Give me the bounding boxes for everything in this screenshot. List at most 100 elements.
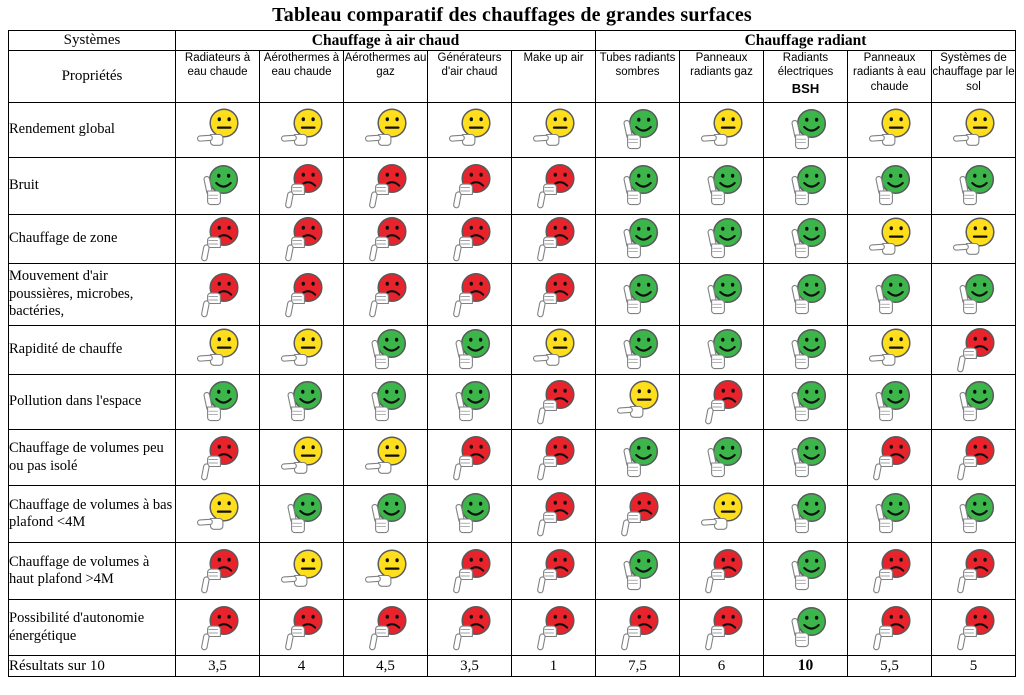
smiley-happy-thumb-up-icon [454, 380, 490, 422]
rating-cell [679, 599, 764, 656]
smiley-sad-thumb-down-icon [200, 216, 239, 262]
rating-cell [427, 214, 512, 264]
smiley-sad-thumb-down-icon [956, 548, 995, 594]
rating-cell [511, 157, 596, 215]
column-label: Panneaux radiants gaz [690, 52, 753, 79]
smiley-happy-thumb-up-icon [958, 273, 994, 314]
rating-cell [595, 542, 680, 600]
rating-cell [931, 157, 1016, 215]
rating-cell [763, 214, 848, 264]
rating-cell [931, 214, 1016, 264]
rating-cell [175, 542, 260, 600]
rating-cell [343, 214, 428, 264]
rating-cell [679, 263, 764, 326]
rating-cell [175, 325, 260, 375]
smiley-sad-thumb-down-icon [536, 435, 575, 480]
smiley-happy-thumb-up-icon [706, 164, 742, 206]
smiley-neutral-thumb-side-icon [280, 328, 323, 366]
smiley-sad-thumb-down-icon [452, 163, 491, 209]
column-header-6: Panneaux radiants gaz [679, 50, 764, 103]
result-value: 5,5 [847, 655, 932, 677]
smiley-neutral-thumb-side-icon [616, 380, 659, 418]
row-label: Pollution dans l'espace [8, 374, 176, 430]
rating-cell [595, 325, 680, 375]
rating-cell [427, 102, 512, 158]
column-header-5: Tubes radiants sombres [595, 50, 680, 103]
rating-cell [343, 542, 428, 600]
rating-cell [343, 374, 428, 430]
smiley-happy-thumb-up-icon [202, 380, 238, 422]
smiley-neutral-thumb-side-icon [364, 108, 407, 146]
row-label: Possibilité d'autonomie énergétique [8, 599, 176, 656]
rating-cell [595, 599, 680, 656]
table-row: Bruit [8, 157, 1016, 215]
smiley-neutral-thumb-side-icon [952, 108, 995, 146]
rating-cell [931, 263, 1016, 326]
rating-cell [763, 325, 848, 375]
smiley-neutral-thumb-side-icon [196, 492, 239, 530]
table-row: Pollution dans l'espace [8, 374, 1016, 430]
smiley-sad-thumb-down-icon [872, 548, 911, 594]
smiley-sad-thumb-down-icon [536, 491, 575, 537]
smiley-sad-thumb-down-icon [368, 272, 407, 317]
rating-cell [847, 214, 932, 264]
smiley-happy-thumb-up-icon [622, 164, 658, 206]
results-label: Résultats sur 10 [8, 655, 176, 677]
column-header-4: Make up air [511, 50, 596, 103]
rating-cell [679, 485, 764, 543]
table-row: Chauffage de volumes à bas plafond <4M [8, 485, 1016, 543]
smiley-happy-thumb-up-icon [622, 108, 658, 150]
smiley-neutral-thumb-side-icon [868, 217, 911, 255]
rating-cell [763, 542, 848, 600]
result-value: 5 [931, 655, 1016, 677]
result-value: 3,5 [427, 655, 512, 677]
table-row: Rendement global [8, 102, 1016, 158]
smiley-happy-thumb-up-icon [202, 164, 238, 206]
rating-cell [427, 429, 512, 486]
smiley-happy-thumb-up-icon [790, 273, 826, 314]
smiley-neutral-thumb-side-icon [364, 435, 407, 474]
smiley-neutral-thumb-side-icon [448, 108, 491, 146]
result-value: 7,5 [595, 655, 680, 677]
column-header-row: Propriétés Radiateurs à eau chaude Aérot… [8, 50, 1016, 103]
smiley-happy-thumb-up-icon [790, 549, 826, 591]
smiley-sad-thumb-down-icon [200, 435, 239, 480]
rating-cell [343, 263, 428, 326]
smiley-happy-thumb-up-icon [874, 273, 910, 314]
column-header-2: Aérothermes au gaz [343, 50, 428, 103]
rating-cell [595, 102, 680, 158]
table-body: Rendement global [8, 102, 1016, 677]
rating-cell [511, 542, 596, 600]
rating-cell [427, 485, 512, 543]
rating-cell [511, 599, 596, 656]
smiley-happy-thumb-up-icon [622, 436, 658, 477]
row-label: Chauffage de volumes peu ou pas isolé [8, 429, 176, 486]
smiley-happy-thumb-up-icon [790, 164, 826, 206]
rating-cell [511, 374, 596, 430]
smiley-happy-thumb-up-icon [706, 328, 742, 370]
rating-cell [931, 485, 1016, 543]
smiley-neutral-thumb-side-icon [196, 108, 239, 146]
smiley-neutral-thumb-side-icon [868, 328, 911, 366]
rating-cell [259, 325, 344, 375]
column-header-0: Radiateurs à eau chaude [175, 50, 260, 103]
smiley-sad-thumb-down-icon [452, 548, 491, 594]
rating-cell [679, 429, 764, 486]
column-label: Aérothermes à eau chaude [263, 52, 340, 79]
rating-cell [343, 485, 428, 543]
rating-cell [175, 374, 260, 430]
smiley-happy-thumb-up-icon [874, 492, 910, 534]
rating-cell [259, 102, 344, 158]
smiley-sad-thumb-down-icon [284, 605, 323, 650]
comparison-table: Systèmes Chauffage à air chaud Chauffage… [8, 30, 1016, 677]
smiley-sad-thumb-down-icon [536, 605, 575, 650]
rating-cell [343, 157, 428, 215]
smiley-neutral-thumb-side-icon [532, 108, 575, 146]
rating-cell [679, 374, 764, 430]
rating-cell [343, 102, 428, 158]
smiley-happy-thumb-up-icon [874, 164, 910, 206]
rating-cell [595, 485, 680, 543]
smiley-happy-thumb-up-icon [958, 492, 994, 534]
smiley-sad-thumb-down-icon [536, 216, 575, 262]
smiley-neutral-thumb-side-icon [952, 217, 995, 255]
